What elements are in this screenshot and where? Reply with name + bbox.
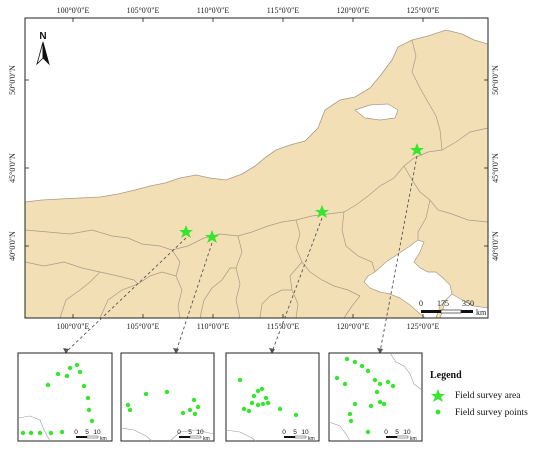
bottom-longitude-labels: 100°0'0"E 105°0'0"E 110°0'0"E 115°0'0"E …: [57, 322, 440, 331]
bottom-lon-label: 125°0'0"E: [407, 322, 440, 331]
inset-scale-unit: km: [100, 436, 107, 442]
top-lon-label: 105°0'0"E: [127, 6, 160, 15]
inset-panel-4: 0 5 10 km: [328, 352, 423, 442]
bottom-lon-label: 110°0'0"E: [197, 322, 230, 331]
inset-scale-bar: 0 5 10 km: [74, 429, 106, 442]
survey-area-star-icon: [179, 225, 193, 238]
inset-scale-tick: 10: [93, 429, 101, 436]
scale-bar: 0 175 350 km: [419, 299, 487, 317]
right-lat-label: 40°0'0"N: [491, 231, 500, 261]
legend-star-icon: [431, 389, 445, 402]
right-latitude-labels: 50°0'0"N 45°0'0"N 40°0'0"N: [491, 65, 500, 261]
inset-scale-tick: 5: [188, 429, 192, 436]
inset-scale-tick: 5: [293, 429, 297, 436]
scale-unit: km: [476, 308, 487, 317]
inset-scale-tick: 5: [85, 429, 89, 436]
inset-scale-tick: 10: [403, 429, 411, 436]
legend-dot-icon: [435, 409, 441, 415]
inset-scale-unit: km: [203, 436, 210, 442]
inset-panel-1: 0 5 10 km: [17, 352, 113, 442]
inset-panel-2: 0 5 10 km: [120, 352, 215, 442]
survey-area-star-icon: [410, 143, 424, 156]
survey-area-markers: [179, 143, 424, 243]
scale-tick: 175: [437, 299, 449, 308]
survey-area-star-icon: [205, 230, 219, 243]
inset-scale-bar: 0 5 10 km: [177, 429, 209, 442]
right-lat-label: 45°0'0"N: [491, 153, 500, 183]
inset-scale-tick: 10: [196, 429, 204, 436]
right-lat-label: 50°0'0"N: [491, 65, 500, 95]
inset-scale-tick: 0: [177, 429, 181, 436]
top-lon-label: 120°0'0"E: [337, 6, 370, 15]
bottom-lon-label: 105°0'0"E: [127, 322, 160, 331]
scale-tick: 350: [462, 299, 474, 308]
bottom-lon-label: 120°0'0"E: [337, 322, 370, 331]
hulun-lake: [354, 103, 399, 121]
left-lat-label: 45°0'0"N: [8, 153, 17, 183]
connector-arrowheads: [63, 348, 383, 354]
north-label: N: [39, 31, 46, 42]
inset-scale-bar: 0 5 10 km: [282, 429, 314, 442]
left-lat-label: 50°0'0"N: [8, 65, 17, 95]
survey-points: [334, 356, 396, 435]
province-borders: [24, 39, 489, 319]
graticule-ticks: [25, 18, 488, 318]
survey-points: [237, 377, 299, 418]
north-arrow-icon: N: [36, 31, 50, 66]
survey-area-star-icon: [315, 205, 329, 218]
bottom-lon-label: 100°0'0"E: [57, 322, 90, 331]
scale-tick: 0: [419, 299, 423, 308]
left-lat-label: 40°0'0"N: [8, 231, 17, 261]
inset-scale-tick: 0: [74, 429, 78, 436]
inset-panel-3: 0 5 10 km: [225, 352, 320, 442]
top-lon-label: 115°0'0"E: [267, 6, 300, 15]
left-latitude-labels: 50°0'0"N 45°0'0"N 40°0'0"N: [8, 65, 17, 261]
inset-scale-tick: 10: [301, 429, 309, 436]
survey-points: [125, 389, 201, 417]
main-map: 100°0'0"E 105°0'0"E 110°0'0"E 115°0'0"E …: [8, 6, 500, 331]
inset-scale-tick: 0: [384, 429, 388, 436]
connector-lines: [65, 155, 418, 353]
top-lon-label: 110°0'0"E: [197, 6, 230, 15]
top-longitude-labels: 100°0'0"E 105°0'0"E 110°0'0"E 115°0'0"E …: [57, 6, 440, 15]
inset-scale-unit: km: [308, 436, 315, 442]
inset-scale-tick: 0: [282, 429, 286, 436]
legend: Legend Field survey area Field survey po…: [430, 370, 528, 418]
inset-scale-bar: 0 5 10 km: [384, 429, 416, 442]
inset-scale-tick: 5: [395, 429, 399, 436]
bottom-lon-label: 115°0'0"E: [267, 322, 300, 331]
survey-points: [20, 362, 95, 436]
land-region: [24, 29, 489, 319]
legend-item-label: Field survey points: [455, 408, 528, 418]
top-lon-label: 125°0'0"E: [407, 6, 440, 15]
inset-scale-unit: km: [410, 436, 417, 442]
legend-title: Legend: [430, 370, 462, 381]
top-lon-label: 100°0'0"E: [57, 6, 90, 15]
legend-item-label: Field survey area: [455, 391, 521, 401]
